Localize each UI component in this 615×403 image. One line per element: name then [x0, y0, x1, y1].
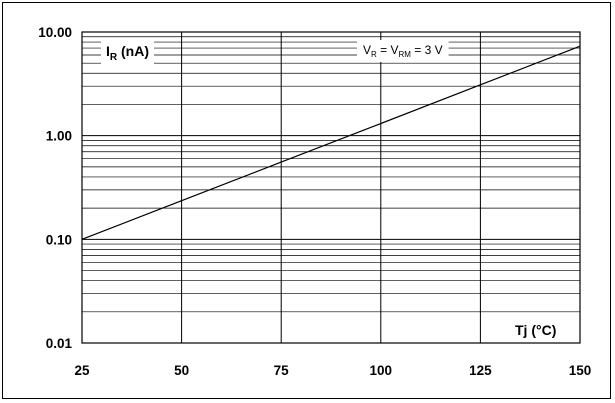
- condition-v1-subscript: R: [371, 50, 377, 59]
- y-tick-label: 0.10: [46, 232, 72, 247]
- x-axis-label-text: Tj (°C): [515, 322, 556, 338]
- y-tick-label: 0.01: [46, 336, 73, 351]
- condition-eq2: = 3 V: [411, 43, 443, 57]
- y-axis-label-background: [101, 40, 155, 66]
- y-axis-label-text: IR (nA): [106, 43, 149, 63]
- condition-eq1: = V: [377, 43, 399, 57]
- series-line: [81, 45, 581, 240]
- chart-frame: [2, 2, 611, 399]
- x-axis-label: Tj (°C): [510, 319, 562, 341]
- x-axis-label-background: [510, 319, 562, 341]
- condition-annotation: VR = VRM = 3 V: [357, 40, 449, 62]
- y-axis-label-main: I: [106, 43, 110, 59]
- x-tick-label: 50: [174, 363, 189, 378]
- y-tick-label: 10.00: [38, 25, 72, 40]
- y-axis-label-subscript: R: [110, 52, 118, 63]
- x-tick-label: 150: [569, 363, 592, 378]
- y-tick-label: 1.00: [46, 129, 72, 144]
- condition-v2-subscript: RM: [398, 50, 411, 59]
- grid: [81, 31, 581, 344]
- condition-annotation-background: [357, 40, 449, 62]
- x-tick-label: 75: [274, 363, 290, 378]
- condition-annotation-text: VR = VRM = 3 V: [363, 43, 443, 59]
- y-tick-labels: 0.01 0.10 1.00 10.00: [38, 25, 72, 351]
- x-tick-label: 25: [74, 363, 90, 378]
- condition-v1: V: [363, 43, 371, 57]
- y-axis-label: IR (nA): [101, 40, 155, 66]
- x-tick-labels: 25 50 75 100 125 150: [74, 363, 591, 378]
- series-layer: [81, 45, 581, 240]
- x-tick-label: 100: [370, 363, 393, 378]
- y-axis-label-unit: (nA): [117, 43, 149, 59]
- x-tick-label: 125: [469, 363, 492, 378]
- plot-border: [81, 31, 581, 344]
